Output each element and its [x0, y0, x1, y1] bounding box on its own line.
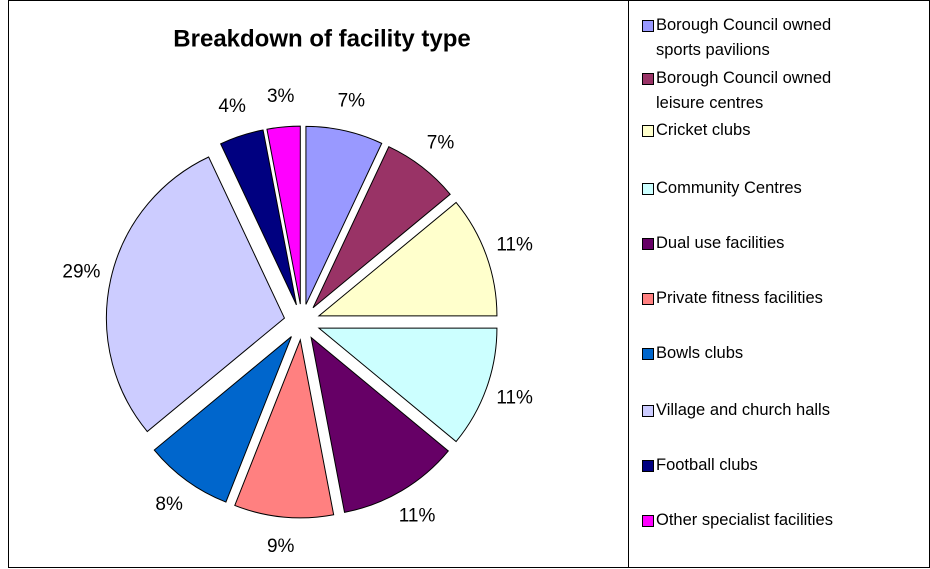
legend-label: Community Centres — [656, 179, 802, 197]
legend-label: Other specialist facilities — [656, 511, 833, 529]
pie-slice — [266, 125, 301, 305]
pie-slice — [305, 125, 383, 305]
data-label: 29% — [62, 262, 100, 283]
legend-label: Dual use facilities — [656, 234, 785, 252]
pie-slice — [310, 336, 450, 513]
pie-slice — [317, 201, 498, 317]
legend-swatch — [642, 405, 654, 417]
legend-swatch — [642, 238, 654, 250]
pie-slice — [234, 338, 335, 519]
data-label: 11% — [399, 506, 436, 527]
data-label: 3% — [267, 86, 295, 107]
legend-label: Borough Council owned leisure centres — [656, 69, 832, 112]
pie-slice — [312, 146, 451, 309]
legend-swatch — [642, 293, 654, 305]
legend-swatch — [642, 73, 654, 85]
legend-swatch — [642, 348, 654, 360]
legend-label: Village and church halls — [656, 401, 830, 419]
data-label: 9% — [267, 536, 295, 557]
chart-title: Breakdown of facility type — [173, 25, 470, 52]
legend-swatch — [642, 515, 654, 527]
legend-label: Cricket clubs — [656, 121, 751, 139]
data-label: 4% — [218, 96, 246, 117]
legend-swatch — [642, 125, 654, 137]
data-label: 8% — [155, 494, 183, 515]
legend-swatch — [642, 460, 654, 472]
legend-swatch — [642, 20, 654, 32]
data-label: 7% — [427, 132, 455, 153]
legend-swatch — [642, 183, 654, 195]
pie-slice — [317, 327, 498, 443]
legend-label: Bowls clubs — [656, 344, 744, 362]
data-label: 11% — [496, 234, 533, 255]
legend-label: Borough Council owned sports pavilions — [656, 16, 832, 59]
pie-slice — [105, 156, 286, 433]
pie-slice — [219, 129, 297, 306]
pie-slice — [153, 336, 292, 503]
legend-label: Private fitness facilities — [656, 289, 823, 307]
data-label: 7% — [338, 90, 366, 111]
legend-label: Football clubs — [656, 456, 758, 474]
data-label: 11% — [496, 388, 533, 409]
